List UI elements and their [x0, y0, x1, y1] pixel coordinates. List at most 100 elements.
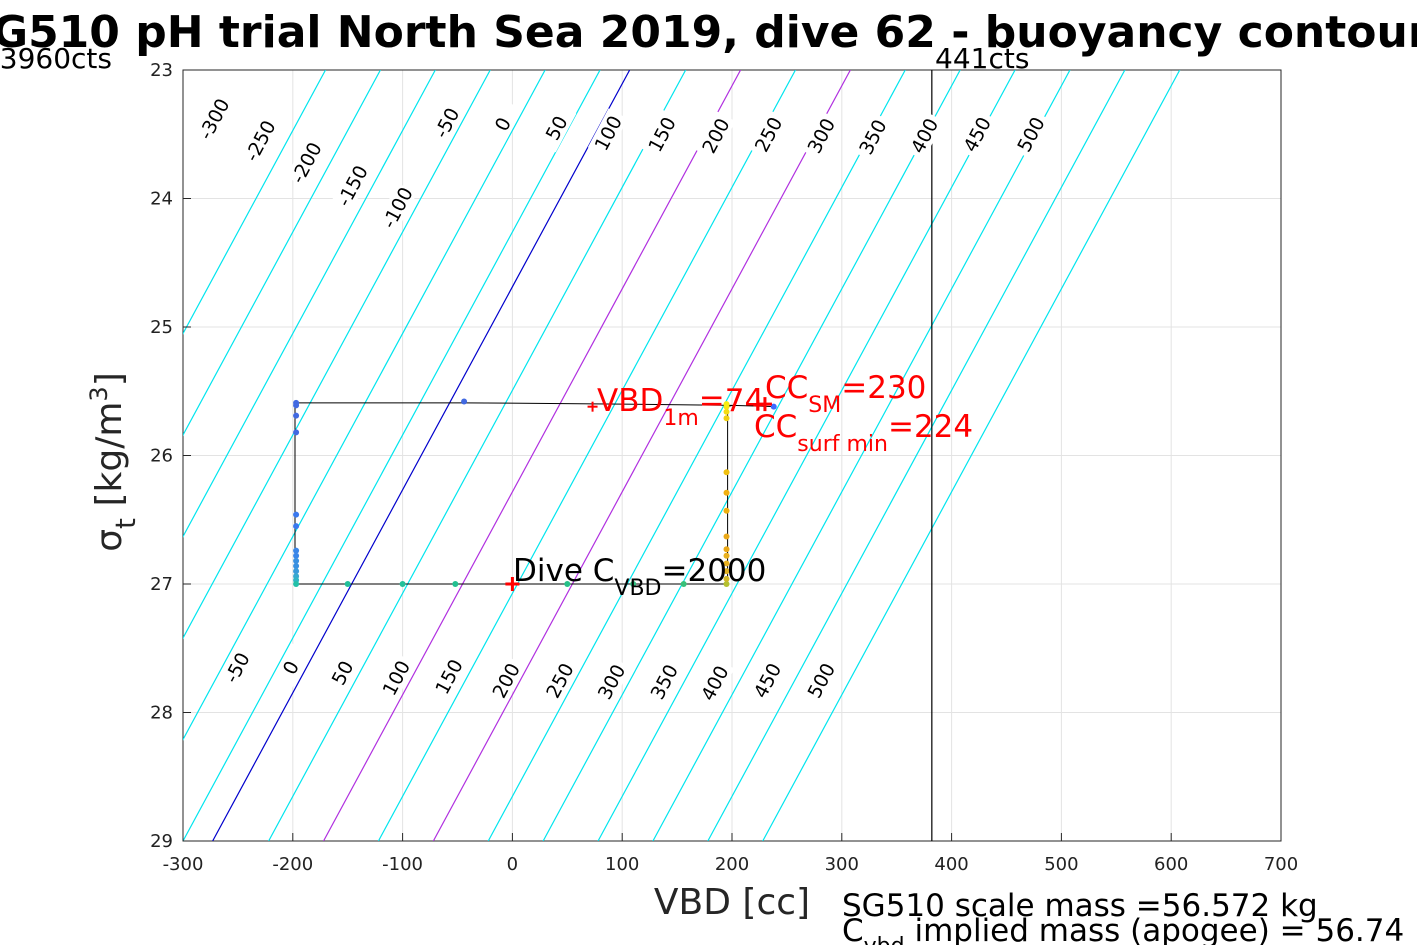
- dive-point: [723, 489, 730, 496]
- chart-title: SG510 pH trial North Sea 2019, dive 62 -…: [0, 7, 1417, 58]
- contour-label-bg: [428, 651, 469, 702]
- cc-sm-annotation: CCSM=230: [765, 370, 926, 418]
- contour-label: -250: [241, 117, 281, 165]
- dive-point: [564, 581, 571, 587]
- contour-line: [183, 70, 327, 335]
- contour-label: -300: [195, 95, 235, 143]
- contour-label-bg: [641, 109, 682, 159]
- contour-label-bg: [539, 655, 580, 705]
- dive-point: [723, 552, 730, 559]
- dive-point: [770, 403, 777, 410]
- contour-line: [432, 70, 851, 841]
- dive-point: [399, 581, 406, 587]
- x-tick-label: 0: [507, 854, 518, 875]
- contour-line: [183, 70, 381, 437]
- contour-label-bg: [800, 655, 841, 705]
- contour-line: [597, 70, 1016, 841]
- dive-point: [293, 552, 300, 559]
- dive-point: [723, 568, 730, 575]
- x-tick-label: -200: [272, 854, 313, 875]
- contour-label-bg: [216, 642, 257, 693]
- contour-line: [183, 70, 601, 841]
- y-tick-label: 23: [150, 60, 173, 81]
- contour-line: [652, 70, 1071, 841]
- cc-surf-min-annotation: CCsurf min=224: [754, 409, 973, 457]
- dive-point: [293, 511, 300, 518]
- dive-point: [293, 429, 300, 436]
- scale-mass-text: SG510 scale mass =56.572 kg: [842, 888, 1318, 924]
- x-tick-label: 300: [825, 854, 859, 875]
- x-tick-label: 700: [1264, 854, 1298, 875]
- y-tick-label: 25: [150, 317, 173, 338]
- contour-line: [212, 70, 631, 841]
- x-tick-label: 600: [1154, 854, 1188, 875]
- contour-label-bg: [426, 98, 467, 148]
- x-tick-label: 200: [715, 854, 749, 875]
- dive-points: [293, 398, 777, 587]
- x-tick-label: 500: [1044, 854, 1078, 875]
- contour-label-bg: [587, 108, 628, 158]
- dive-point: [680, 581, 687, 587]
- dive-point: [723, 546, 730, 553]
- dive-point: [723, 408, 730, 415]
- x-tick-label: 400: [934, 854, 968, 875]
- dive-point: [452, 581, 459, 587]
- dive-point: [293, 547, 300, 554]
- y-tick-label: 24: [150, 189, 173, 210]
- contour-label-bg: [695, 110, 736, 161]
- dive-point: [723, 415, 730, 422]
- contour-label-bg: [536, 103, 577, 153]
- contour-label-bg: [747, 655, 788, 705]
- y-tick-label: 29: [150, 831, 173, 852]
- dive-point: [461, 398, 468, 405]
- x-axis-label: VBD [cc]: [654, 882, 810, 923]
- implied-mass-text: Cvbd implied mass (apogee) = 56.74: [842, 913, 1404, 945]
- contour-label-bg: [800, 110, 841, 161]
- dive-point: [293, 523, 300, 530]
- contour-line: [323, 70, 742, 841]
- dive-point: [723, 560, 730, 567]
- dive-cvbd-annotation: Dive CVBD=2000: [513, 553, 766, 601]
- contour-label-bg: [852, 112, 893, 162]
- dive-point: [723, 469, 730, 476]
- contour-label-bg: [591, 657, 632, 707]
- dive-point: [344, 581, 351, 587]
- y-axis-label: σt [kg/m3]: [85, 372, 142, 552]
- dive-point: [293, 557, 300, 564]
- dive-point: [723, 401, 730, 408]
- contour-line: [487, 70, 906, 841]
- x-tick-label: -100: [382, 854, 423, 875]
- y-tick-label: 28: [150, 703, 173, 724]
- contour-label-bg: [285, 137, 327, 188]
- contour-label: -100: [378, 184, 418, 232]
- contour-label-bg: [239, 116, 280, 166]
- dive-point: [723, 533, 730, 540]
- dive-point: [723, 575, 730, 582]
- y-tick-label: 26: [150, 446, 173, 467]
- contour-line: [183, 70, 546, 741]
- contour-label-bg: [904, 110, 945, 161]
- contour-line: [542, 70, 961, 841]
- contour-label-bg: [322, 648, 363, 698]
- x-tick-label: -300: [163, 854, 204, 875]
- contour-label: -150: [333, 162, 373, 210]
- dive-point: [293, 568, 300, 575]
- contour-line: [377, 70, 796, 841]
- dive-point: [723, 581, 730, 587]
- contour-label-bg: [1010, 109, 1051, 159]
- contour-line: [183, 70, 436, 538]
- vbd-1m-annotation: VBD1m=74: [597, 383, 764, 431]
- dive-point: [630, 581, 637, 587]
- red-markers: [505, 397, 772, 591]
- x-tick-labels: -300 -200 -100 0 100 200 300 400 500 600 700: [163, 833, 1298, 875]
- contour-label-bg: [193, 94, 234, 144]
- contour-line: [762, 70, 1181, 841]
- contour-label-bg: [694, 658, 735, 708]
- buoyancy-contours: [183, 70, 1181, 841]
- left-count-label: 3960cts: [0, 42, 112, 75]
- contour-label-bg: [377, 182, 418, 233]
- contour-label-bg: [375, 653, 417, 703]
- y-tick-label: 27: [150, 574, 173, 595]
- dive-point: [293, 402, 300, 409]
